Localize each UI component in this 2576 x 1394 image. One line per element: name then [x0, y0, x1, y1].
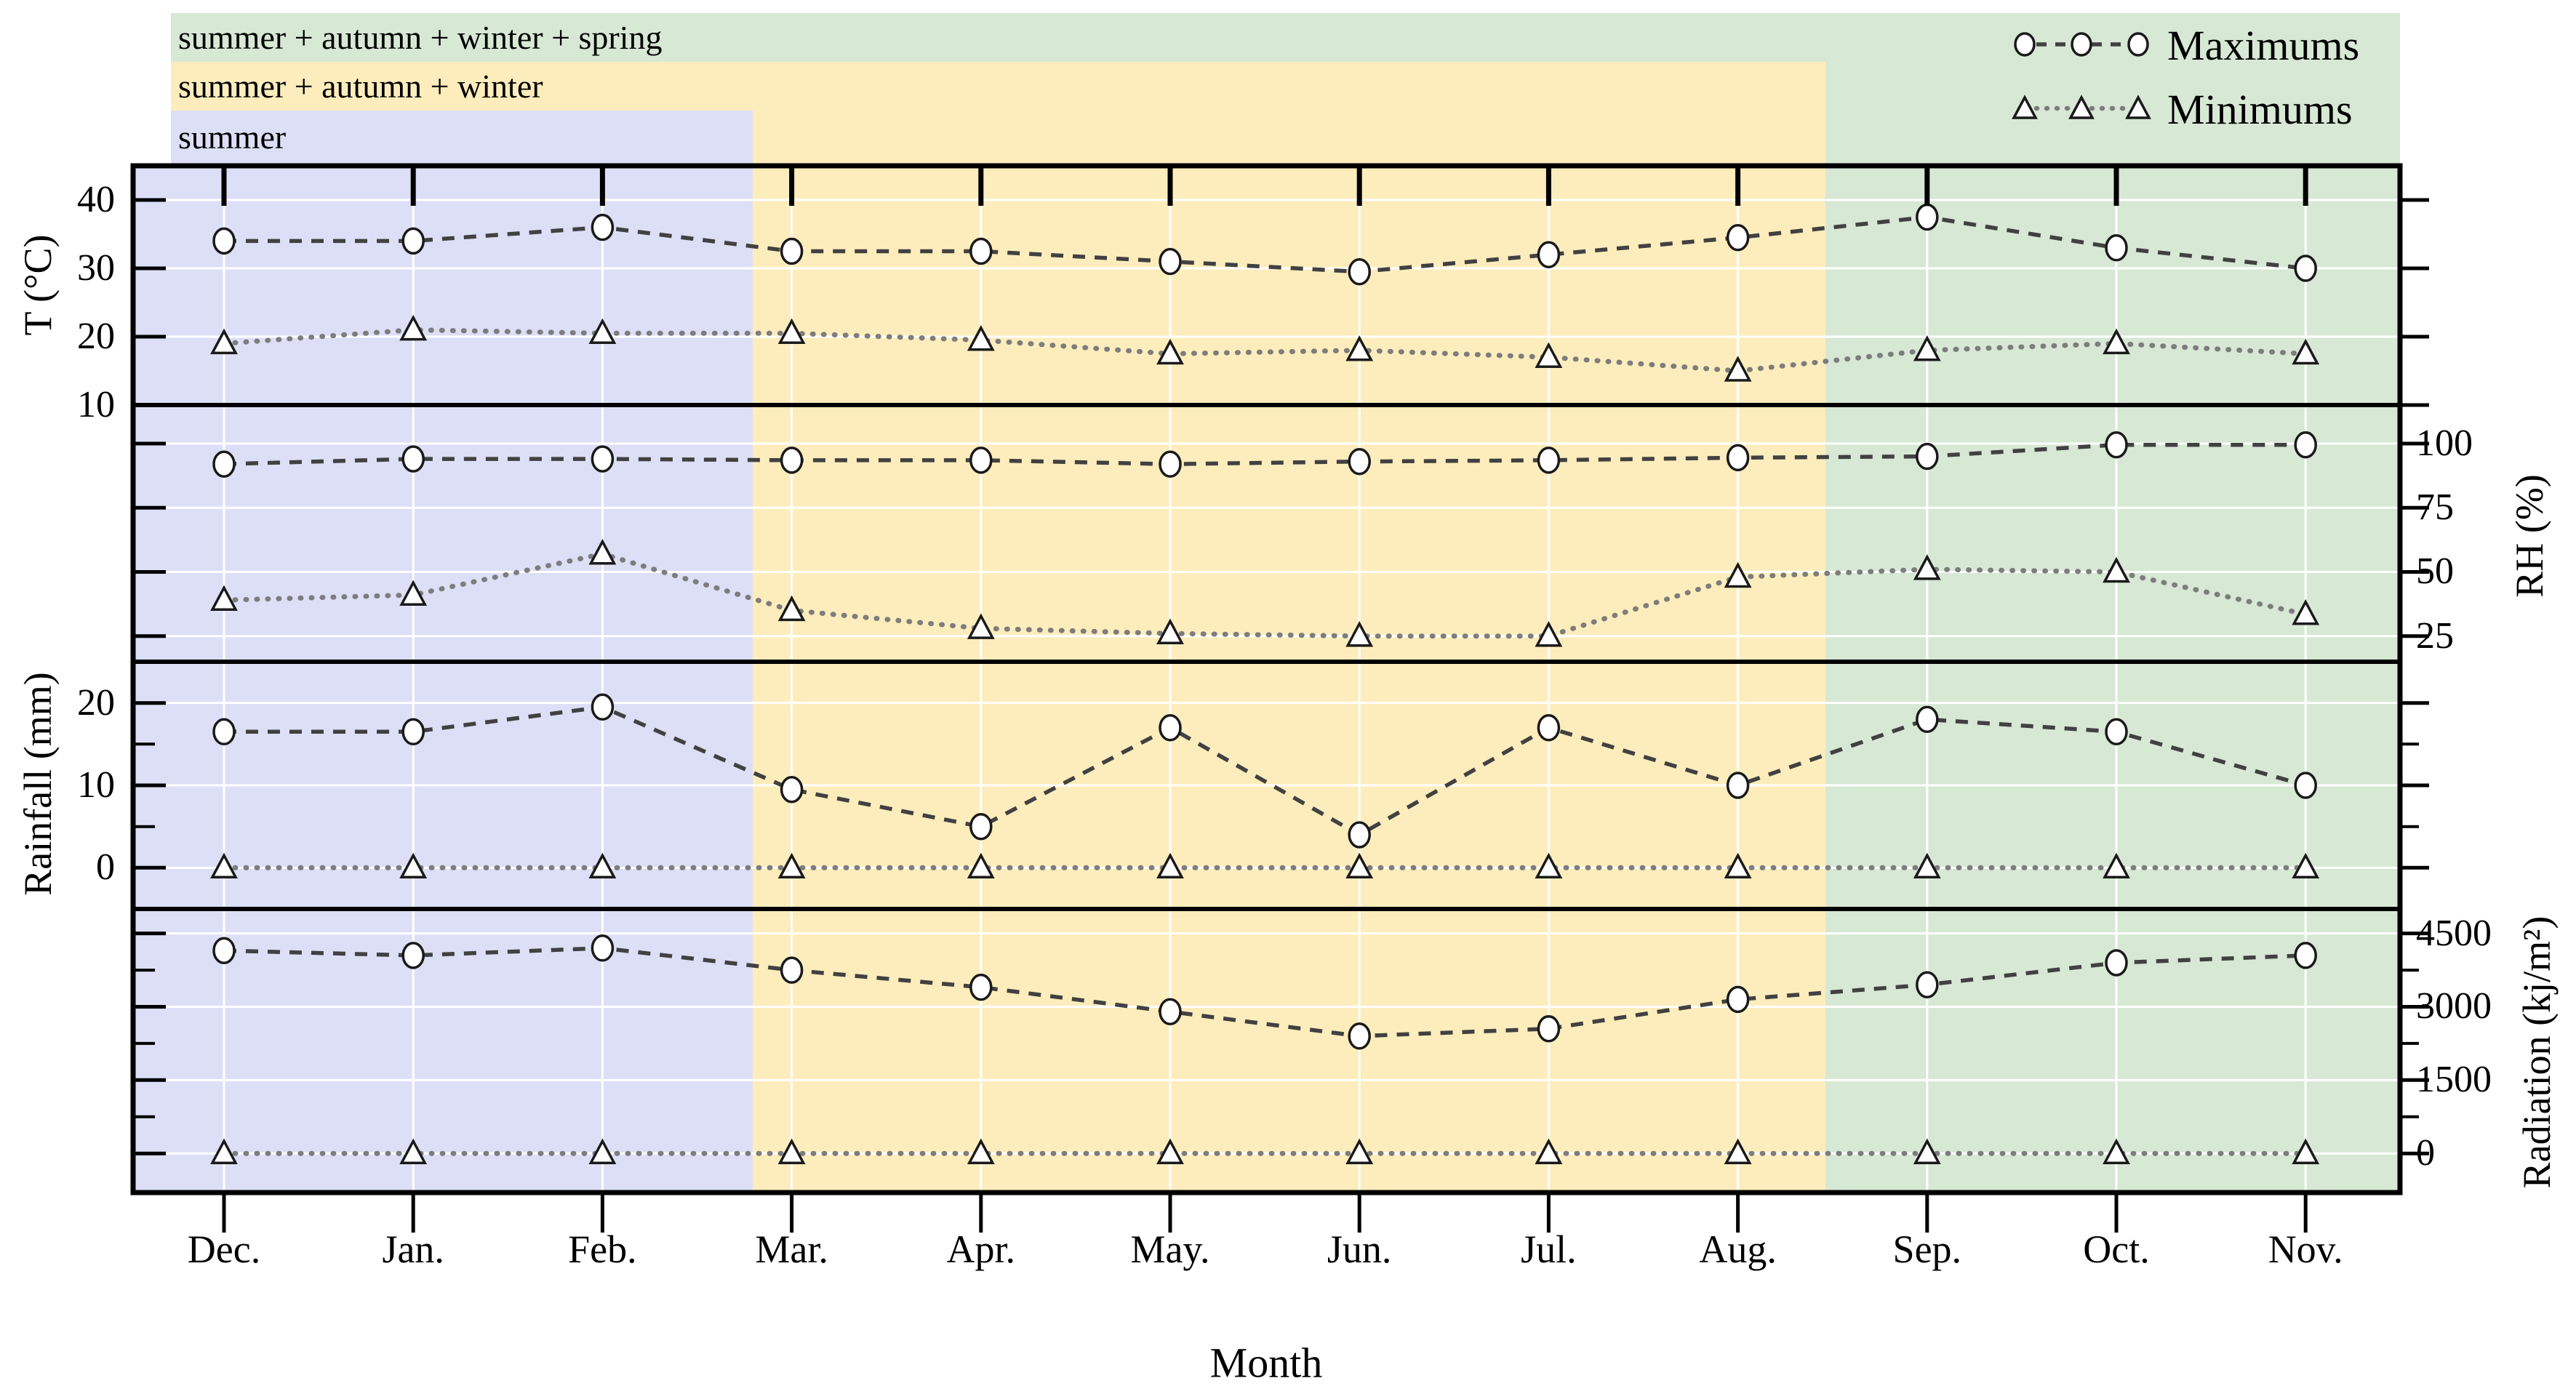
legend-entry-maximums: Maximums: [2009, 23, 2359, 68]
x-tick-label-month: Dec.: [187, 1227, 261, 1271]
x-tick-label-month: May.: [1130, 1227, 1210, 1271]
x-tick-label-month: Sep.: [1892, 1227, 1962, 1271]
y-tick-label: 10: [77, 384, 115, 425]
x-tick-label-month: Mar.: [755, 1227, 828, 1271]
season-band-label-winter: summer + autumn + winter: [178, 68, 543, 105]
x-tick-label-month: Jul.: [1521, 1227, 1577, 1271]
y-tick-label: 20: [77, 681, 115, 724]
month-axis-title: Month: [1209, 1339, 1323, 1387]
y-tick-label: 4500: [2416, 912, 2492, 954]
season-band-label-summer: summer: [178, 119, 287, 156]
y-tick-label: 25: [2416, 614, 2454, 657]
y-tick-label: 30: [77, 247, 115, 289]
y-tick-label: 0: [2416, 1132, 2435, 1174]
legend-label-minimums: Minimums: [2167, 86, 2353, 133]
y-tick-label: 0: [96, 846, 115, 889]
x-tick-label-month: Oct.: [2083, 1227, 2150, 1271]
y-tick-label: 40: [77, 179, 115, 220]
minimums-marker-icon: [2009, 92, 2154, 129]
y-tick-label: 3000: [2416, 985, 2492, 1028]
y-tick-label: 50: [2416, 550, 2454, 593]
x-tick-label-month: Apr.: [946, 1227, 1016, 1271]
x-tick-label-month: Feb.: [568, 1227, 637, 1271]
x-tick-label-month: Aug.: [1699, 1227, 1777, 1271]
x-tick-label-month: Jun.: [1327, 1227, 1392, 1271]
y-tick-label: 100: [2416, 422, 2473, 464]
y-tick-label: 20: [77, 316, 115, 357]
maximums-marker-icon: [2009, 28, 2154, 65]
legend-label-maximums: Maximums: [2167, 22, 2360, 69]
y-tick-label: 1500: [2416, 1059, 2492, 1101]
y-tick-label: 75: [2416, 486, 2454, 529]
x-tick-label-month: Nov.: [2268, 1227, 2343, 1271]
legend-entry-minimums: Minimums: [2009, 87, 2353, 132]
x-tick-label-month: Jan.: [382, 1227, 444, 1271]
y-tick-label: 10: [77, 764, 115, 806]
season-band-label-spring: summer + autumn + winter + spring: [178, 19, 663, 56]
